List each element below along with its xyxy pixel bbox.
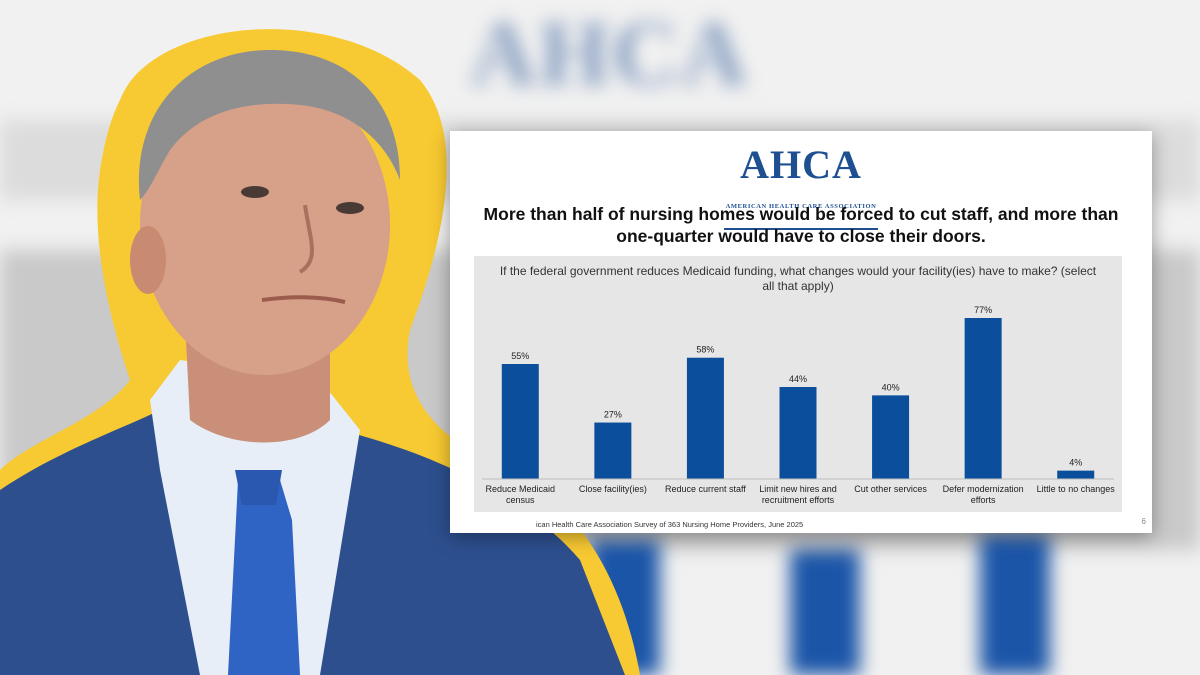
bar-6 bbox=[964, 318, 1002, 479]
category-label-6: efforts bbox=[971, 495, 996, 505]
data-label-3: 58% bbox=[696, 345, 714, 355]
bar-3 bbox=[686, 357, 724, 479]
category-label-5: Cut other services bbox=[854, 484, 927, 494]
data-label-2: 27% bbox=[604, 410, 622, 420]
ahca-logo: AHCA AMERICAN HEALTH CARE ASSOCIATION bbox=[450, 145, 1152, 230]
category-label-6: Defer modernization bbox=[943, 484, 1024, 494]
person-suit-right bbox=[300, 430, 625, 675]
page-number: 6 bbox=[1141, 517, 1146, 526]
data-label-4: 44% bbox=[789, 374, 807, 384]
chart-panel: If the federal government reduces Medica… bbox=[474, 256, 1122, 512]
data-label-7: 4% bbox=[1069, 458, 1082, 468]
category-label-3: Reduce current staff bbox=[665, 484, 746, 494]
category-label-1: census bbox=[506, 495, 535, 505]
chart-question: If the federal government reduces Medica… bbox=[499, 264, 1097, 293]
logo-wordmark: AHCA bbox=[740, 142, 862, 187]
bar-5 bbox=[872, 395, 910, 479]
category-label-4: Limit new hires and bbox=[759, 484, 837, 494]
category-label-7: Little to no changes bbox=[1037, 484, 1116, 494]
background-bar bbox=[790, 550, 860, 675]
category-label-4: recruitment efforts bbox=[762, 495, 835, 505]
logo-subtitle: AMERICAN HEALTH CARE ASSOCIATION bbox=[725, 203, 877, 210]
survey-slide: AHCA AMERICAN HEALTH CARE ASSOCIATION Mo… bbox=[450, 131, 1152, 533]
category-label-1: Reduce Medicaid bbox=[486, 484, 556, 494]
category-label-2: Close facility(ies) bbox=[579, 484, 647, 494]
bar-1 bbox=[501, 364, 539, 479]
person-portrait bbox=[0, 29, 640, 675]
slide-title: More than half of nursing homes would be… bbox=[483, 204, 1119, 246]
background-logo: AHCA bbox=[470, 2, 749, 104]
data-label-6: 77% bbox=[974, 305, 992, 315]
data-label-5: 40% bbox=[882, 382, 900, 392]
bar-2 bbox=[594, 422, 632, 479]
source-footnote: ican Health Care Association Survey of 3… bbox=[536, 520, 804, 529]
data-label-1: 55% bbox=[511, 351, 529, 361]
bar-4 bbox=[779, 387, 817, 479]
background-bar bbox=[980, 535, 1050, 675]
person-hair bbox=[138, 50, 401, 200]
logo-text: AHCA AMERICAN HEALTH CARE ASSOCIATION bbox=[723, 142, 879, 230]
person-tie bbox=[228, 480, 300, 675]
bar-7 bbox=[1057, 470, 1095, 479]
